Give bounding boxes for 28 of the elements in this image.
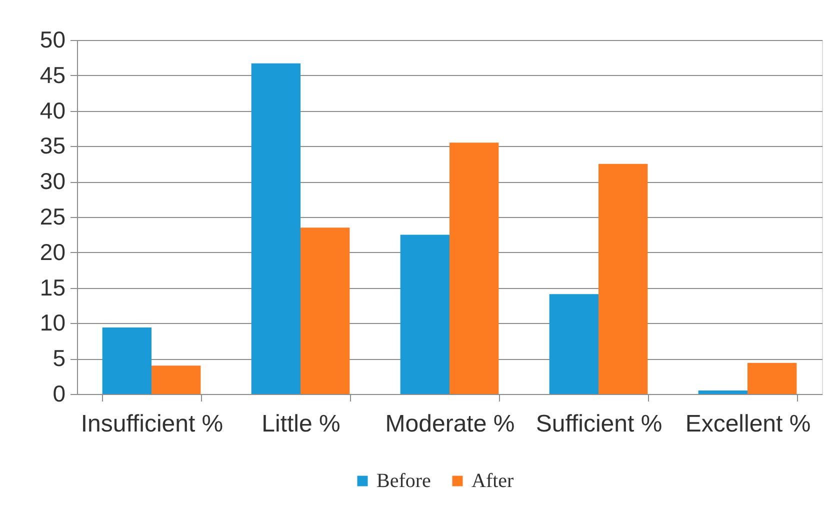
legend-label: After [472,470,514,492]
bar [400,234,450,394]
bar [102,327,152,394]
bar [598,164,648,394]
legend-label: Before [376,470,432,492]
bar [300,228,350,394]
bar [748,362,797,394]
y-tick-label: 25 [40,204,66,230]
x-tick-label: Excellent % [685,410,811,438]
y-tick-label: 0 [52,380,66,406]
y-tick-label: 40 [40,97,66,124]
bar [450,142,499,394]
y-tick-label: 35 [40,132,66,159]
x-tick-label: Little % [262,410,340,438]
x-tick-label: Insufficient % [80,410,224,438]
y-tick-label: 20 [40,238,66,265]
bar [251,63,300,394]
bar [698,390,748,394]
bar [152,366,201,394]
x-tick-label: Sufficient % [536,410,662,438]
bar [549,294,598,394]
y-tick-label: 5 [52,345,66,372]
y-tick-label: 30 [40,168,66,194]
y-tick-label: 10 [40,310,66,336]
y-tick-label: 50 [40,26,66,52]
y-tick-label: 15 [40,274,66,300]
x-tick-label: Moderate % [385,410,515,438]
y-tick-label: 45 [40,62,66,88]
